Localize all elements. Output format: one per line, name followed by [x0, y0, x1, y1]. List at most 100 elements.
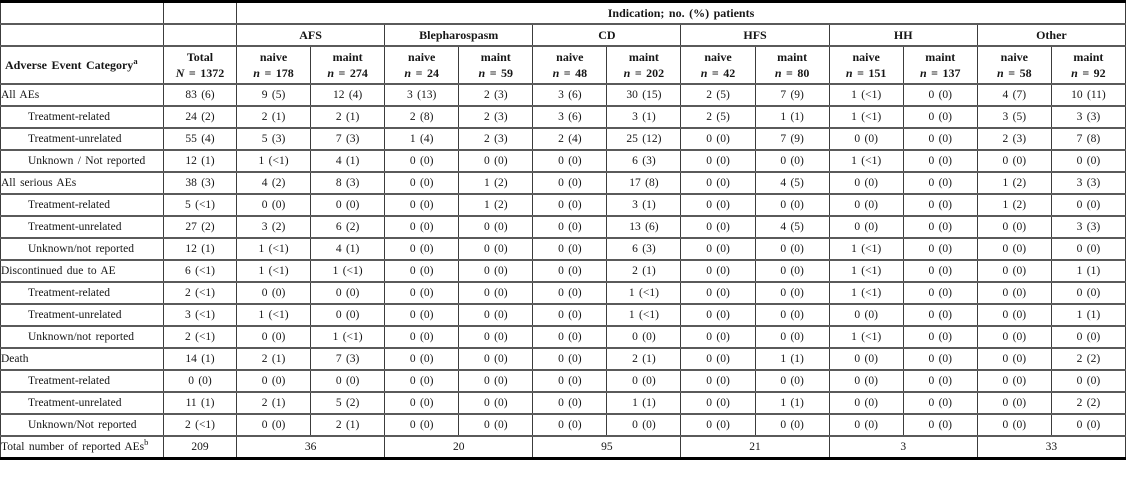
data-cell: 12 (4) [310, 83, 385, 106]
data-cell: 2 (<1) [163, 325, 237, 348]
total-group-cell: 3 [828, 435, 978, 459]
indication-group-row: AFS Blepharospasm CD HFS HH Other [0, 23, 1126, 46]
maint-column-header: maint n = 274 [310, 45, 385, 84]
maint-column-header: maint n = 92 [1050, 45, 1126, 84]
row-category-label: Treatment-related [0, 281, 164, 304]
data-cell: 0 (0) [680, 347, 756, 370]
data-cell: 0 (0) [458, 259, 533, 282]
data-cell: 0 (0) [532, 325, 607, 348]
data-cell: 0 (0) [606, 325, 681, 348]
data-cell: 0 (0) [976, 237, 1052, 260]
data-cell: 0 (0) [680, 391, 756, 414]
data-cell: 3 (2) [235, 215, 311, 238]
data-cell: 0 (0) [902, 391, 978, 414]
data-cell: 38 (3) [163, 171, 237, 194]
table-row: Discontinued due to AE 6 (<1) 1 (<1) 1 (<1)… [0, 259, 1126, 282]
empty-corner-cell [163, 23, 237, 46]
data-cell: 7 (3) [310, 347, 385, 370]
data-cell: 0 (0) [754, 237, 830, 260]
table-row: Treatment-related 5 (<1) 0 (0) 0 (0) 0 (0) 1 … [0, 193, 1126, 216]
table-row: Treatment-unrelated 11 (1) 2 (1) 5 (2) 0 (0)… [0, 391, 1126, 414]
data-cell: 2 (5) [680, 83, 756, 106]
data-cell: 3 (5) [976, 105, 1052, 128]
data-cell: 2 (3) [976, 127, 1052, 150]
row-category-label: Unknown/not reported [0, 325, 164, 348]
data-cell: 24 (2) [163, 105, 237, 128]
total-group-cell: 21 [680, 435, 830, 459]
data-cell: 1 (<1) [235, 237, 311, 260]
row-category-label: Unknown/not reported [0, 237, 164, 260]
data-cell: 0 (0) [902, 413, 978, 436]
data-cell: 0 (0) [1050, 325, 1126, 348]
table-row: Treatment-related 0 (0) 0 (0) 0 (0) 0 (0) 0 (… [0, 369, 1126, 392]
data-cell: 6 (<1) [163, 259, 237, 282]
data-cell: 4 (5) [754, 215, 830, 238]
total-group-cell: 20 [384, 435, 533, 459]
row-category-label: All serious AEs [0, 171, 164, 194]
row-category-label: Treatment-unrelated [0, 215, 164, 238]
indication-group-header: Blepharospasm [384, 23, 533, 46]
row-category-label: Treatment-unrelated [0, 391, 164, 414]
data-cell: 0 (0) [680, 215, 756, 238]
data-cell: 0 (0) [902, 193, 978, 216]
category-column-header: Adverse Event Categorya [0, 45, 164, 84]
data-cell: 1 (<1) [828, 237, 904, 260]
data-cell: 4 (2) [235, 171, 311, 194]
data-cell: 0 (0) [828, 193, 904, 216]
data-cell: 0 (0) [384, 303, 459, 326]
data-cell: 3 (1) [606, 193, 681, 216]
data-cell: 6 (2) [310, 215, 385, 238]
data-cell: 1 (2) [458, 171, 533, 194]
data-cell: 0 (0) [532, 215, 607, 238]
data-cell: 1 (1) [1050, 303, 1126, 326]
data-cell: 0 (0) [680, 413, 756, 436]
data-cell: 0 (0) [902, 303, 978, 326]
table-row: Death 14 (1) 2 (1) 7 (3) 0 (0) 0 (0) 0 (0) 2 (1… [0, 347, 1126, 370]
data-cell: 2 (5) [680, 105, 756, 128]
data-cell: 0 (0) [606, 369, 681, 392]
data-cell: 1 (1) [754, 105, 830, 128]
data-cell: 1 (4) [384, 127, 459, 150]
data-cell: 0 (0) [680, 171, 756, 194]
data-cell: 11 (1) [163, 391, 237, 414]
data-cell: 4 (1) [310, 149, 385, 172]
maint-column-header: maint n = 80 [754, 45, 830, 84]
footnote-marker-b: b [144, 437, 149, 448]
data-cell: 1 (<1) [310, 325, 385, 348]
data-cell: 0 (0) [680, 127, 756, 150]
data-cell: 0 (0) [532, 303, 607, 326]
data-cell: 30 (15) [606, 83, 681, 106]
data-cell: 0 (0) [1050, 281, 1126, 304]
data-cell: 0 (0) [976, 413, 1052, 436]
table-row: Treatment-unrelated 3 (<1) 1 (<1) 0 (0) 0 (0… [0, 303, 1126, 326]
data-cell: 0 (0) [163, 369, 237, 392]
maint-column-header: maint n = 202 [606, 45, 681, 84]
data-cell: 0 (0) [680, 325, 756, 348]
data-cell: 0 (0) [754, 149, 830, 172]
row-category-label: Discontinued due to AE [0, 259, 164, 282]
total-row-label: Total number of reported AEs [1, 441, 145, 453]
table-row: Unknown/not reported 12 (1) 1 (<1) 4 (1) 0 (… [0, 237, 1126, 260]
data-cell: 1 (1) [1050, 259, 1126, 282]
data-cell: 2 (1) [235, 105, 311, 128]
indication-group-header: HH [828, 23, 978, 46]
spanner-row: Indication; no. (%) patients [0, 0, 1126, 24]
data-cell: 5 (2) [310, 391, 385, 414]
data-cell: 0 (0) [384, 237, 459, 260]
data-cell: 3 (3) [1050, 171, 1126, 194]
data-cell: 0 (0) [384, 281, 459, 304]
row-category-label: Unknown / Not reported [0, 149, 164, 172]
data-cell: 9 (5) [235, 83, 311, 106]
data-cell: 1 (2) [976, 171, 1052, 194]
category-header-text: Adverse Event Category [5, 57, 134, 72]
indication-group-header: Other [976, 23, 1126, 46]
data-cell: 0 (0) [902, 149, 978, 172]
data-cell: 0 (0) [828, 369, 904, 392]
data-cell: 7 (9) [754, 127, 830, 150]
data-cell: 10 (11) [1050, 83, 1126, 106]
total-group-cell: 95 [532, 435, 681, 459]
table-header: Indication; no. (%) patients AFS Blepharo… [0, 0, 1126, 84]
total-group-cell: 33 [976, 435, 1126, 459]
data-cell: 0 (0) [310, 281, 385, 304]
total-column-header: Total N = 1372 [163, 45, 237, 84]
